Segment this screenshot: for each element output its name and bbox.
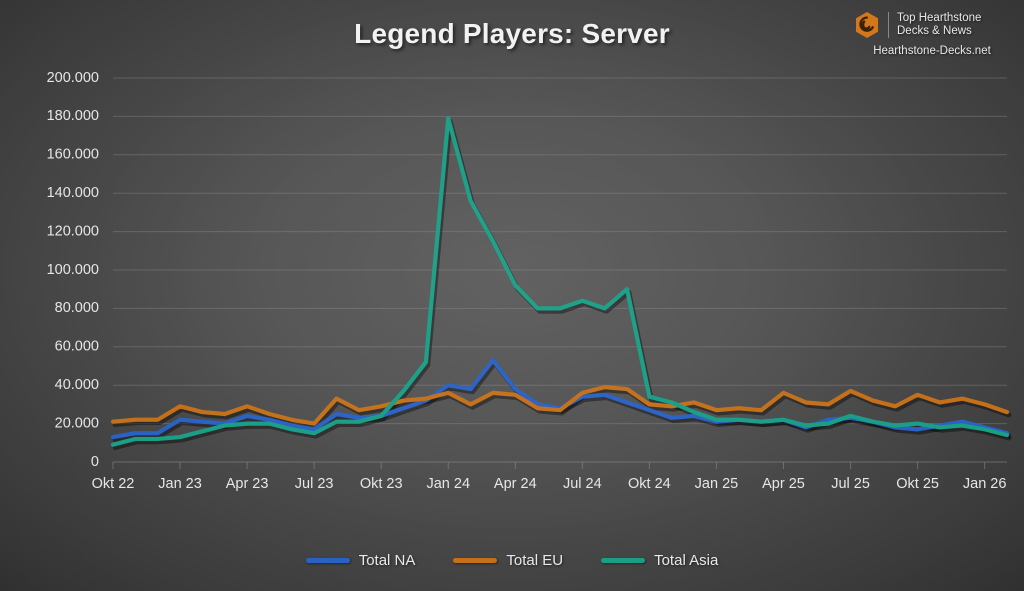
x-axis-tick-label: Jan 26	[963, 476, 1007, 492]
y-axis-tick-label: 40.000	[55, 377, 99, 393]
logo-site-url: Hearthstone-Decks.net	[873, 45, 991, 57]
legend-label: Total Asia	[654, 552, 719, 569]
x-axis-tick-label: Jan 24	[426, 476, 470, 492]
legend-label: Total EU	[506, 552, 564, 569]
legend-item-total-asia[interactable]: Total Asia	[601, 552, 718, 569]
x-axis-tick-label: Jan 23	[158, 476, 202, 492]
x-axis-tick-label: Apr 23	[226, 476, 269, 492]
hearthstone-hex-spiral-icon	[856, 12, 878, 38]
legend-swatch-icon	[453, 558, 498, 563]
series-line-total-eu[interactable]	[110, 385, 1010, 426]
x-axis-tick-label: Okt 23	[360, 476, 403, 492]
site-logo: Top Hearthstone Decks & News Hearthstone…	[854, 8, 1010, 60]
legend-swatch-icon	[305, 558, 350, 563]
chart-legend: Total NA Total EU Total Asia	[0, 552, 1024, 569]
logo-brand-row: Top Hearthstone Decks & News	[854, 8, 1010, 42]
x-axis-tick-label: Okt 24	[628, 476, 671, 492]
y-axis-tick-label: 60.000	[55, 339, 99, 355]
y-axis-tick-label: 80.000	[55, 300, 99, 316]
logo-brand-line1: Top Hearthstone	[897, 12, 982, 24]
x-axis-tick-label: Okt 22	[92, 476, 135, 492]
y-axis-tick-label: 20.000	[55, 415, 99, 431]
y-axis-tick-label: 0	[91, 454, 99, 470]
x-axis-tick-label: Jul 24	[563, 476, 602, 492]
legend-swatch-icon	[601, 558, 646, 563]
series-shadow-total-asia	[112, 119, 1012, 451]
y-axis-tick-label: 120.000	[47, 223, 99, 239]
x-axis-tick-label: Okt 25	[896, 476, 939, 492]
legend-item-total-na[interactable]: Total NA	[305, 552, 416, 569]
page-title: Legend Players: Server	[354, 18, 670, 49]
y-axis-tick-label: 160.000	[47, 147, 99, 163]
x-axis-tick-label: Jan 25	[695, 476, 739, 492]
x-axis-tick-label: Jul 25	[831, 476, 870, 492]
y-axis-tick-label: 200.000	[47, 70, 99, 86]
y-axis-tick-label: 180.000	[47, 108, 99, 124]
y-axis-tick-label: 140.000	[47, 185, 99, 201]
legend-label: Total NA	[358, 552, 416, 569]
logo-divider	[888, 12, 889, 38]
x-axis-tick-label: Apr 25	[762, 476, 805, 492]
x-axis-tick-label: Apr 24	[494, 476, 537, 492]
x-axis-tick-label: Jul 23	[295, 476, 334, 492]
y-axis-tick-label: 100.000	[47, 262, 99, 278]
logo-brand-text: Top Hearthstone Decks & News	[897, 12, 981, 38]
logo-brand-line2: Decks & News	[897, 25, 972, 37]
legend-item-total-eu[interactable]: Total EU	[453, 552, 563, 569]
series-line-total-asia[interactable]	[110, 116, 1010, 447]
